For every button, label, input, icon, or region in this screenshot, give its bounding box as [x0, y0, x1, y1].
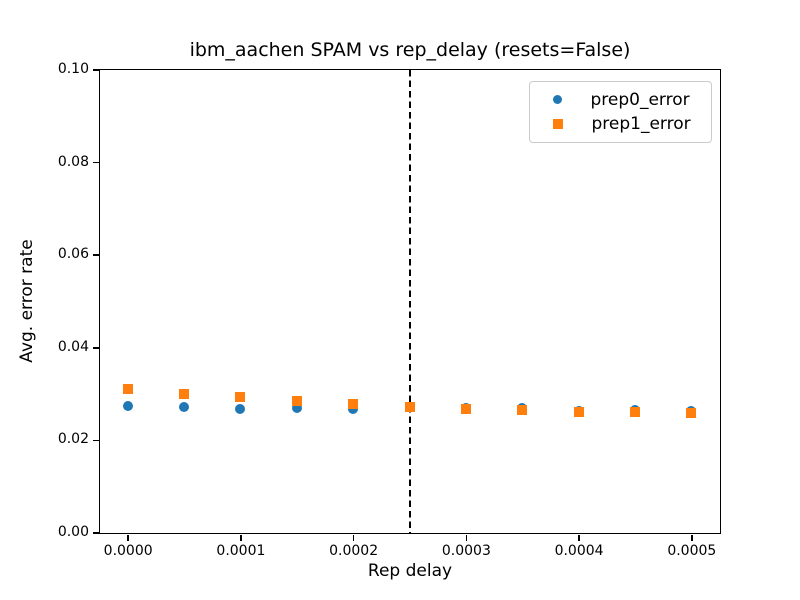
- y-axis-label: Avg. error rate: [17, 239, 37, 363]
- y-tick-label: 0.02: [57, 431, 89, 448]
- x-tick: [691, 534, 693, 541]
- x-tick-label: 0.0002: [329, 543, 379, 559]
- legend-marker-square-icon: [552, 118, 563, 129]
- x-tick-label: 0.0005: [667, 543, 717, 559]
- x-axis-label: Rep delay: [367, 561, 453, 581]
- data-point-prep1_error: [291, 396, 302, 406]
- legend-label: prep0_error: [590, 89, 690, 110]
- data-point-prep0_error: [122, 400, 133, 411]
- y-tick: [92, 439, 99, 442]
- y-tick-label: 0.10: [57, 61, 89, 77]
- x-tick: [240, 534, 242, 541]
- x-tick-label: 0.0001: [216, 543, 266, 559]
- y-tick: [92, 347, 99, 349]
- x-tick-label: 0.0004: [554, 543, 604, 559]
- data-point-prep0_error: [291, 402, 302, 413]
- y-tick-label: 0.00: [57, 524, 89, 540]
- y-tick: [92, 161, 99, 164]
- data-point-prep1_error: [122, 383, 133, 394]
- data-point-prep1_error: [573, 406, 584, 417]
- data-point-prep1_error: [686, 408, 697, 419]
- legend-item-prep1-error: prep1_error: [530, 112, 711, 136]
- y-tick: [92, 254, 99, 256]
- vertical-dashed-line: [408, 69, 411, 533]
- y-tick: [92, 532, 99, 534]
- legend: prep0_error prep1_error: [528, 80, 712, 143]
- data-point-prep1_error: [517, 405, 528, 416]
- y-tick-label: 0.06: [57, 246, 89, 263]
- legend-item-prep0-error: prep0_error: [530, 88, 711, 112]
- y-tick: [92, 69, 99, 71]
- y-tick-label: 0.08: [57, 153, 89, 170]
- chart-title: ibm_aachen SPAM vs rep_delay (resets=Fal…: [189, 39, 631, 61]
- data-point-prep1_error: [179, 389, 190, 400]
- x-tick-label: 0.0003: [441, 543, 491, 559]
- legend-label: prep1_error: [591, 113, 691, 134]
- data-point-prep1_error: [460, 403, 471, 414]
- data-point-prep1_error: [629, 407, 640, 418]
- data-point-prep1_error: [235, 392, 246, 403]
- x-tick: [578, 534, 580, 541]
- data-point-prep0_error: [235, 403, 246, 414]
- legend-marker-circle-icon: [552, 95, 562, 104]
- data-point-prep0_error: [179, 401, 190, 412]
- x-tick-label: 0.0000: [103, 543, 153, 559]
- plot-area: prep0_error prep1_error: [98, 68, 721, 534]
- x-tick: [127, 534, 129, 541]
- data-point-prep1_error: [404, 401, 415, 412]
- x-tick: [352, 534, 355, 541]
- data-point-prep0_error: [348, 404, 359, 415]
- y-tick-label: 0.04: [57, 338, 89, 355]
- x-tick: [465, 534, 468, 541]
- data-point-prep1_error: [348, 398, 359, 409]
